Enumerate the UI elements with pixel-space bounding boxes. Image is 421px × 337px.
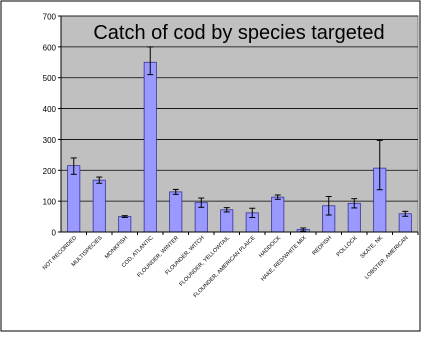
chart-title: Catch of cod by species targeted — [93, 22, 384, 44]
y-tick-label: 700 — [43, 13, 57, 22]
y-tick-label: 400 — [43, 105, 57, 114]
axes — [58, 15, 419, 235]
y-tick-label: 500 — [43, 74, 57, 83]
bar — [67, 165, 81, 233]
y-tick-label: 200 — [43, 167, 57, 176]
plot-area — [60, 15, 419, 233]
chart-title-box — [63, 19, 415, 44]
bar — [271, 196, 285, 233]
y-tick-label: 100 — [43, 198, 57, 207]
y-tick-label: 0 — [52, 229, 57, 238]
y-tick-labels: 0 100 200 300 400 500 600 700 — [43, 13, 57, 238]
y-tick-label: 600 — [43, 43, 57, 52]
y-tick-label: 300 — [43, 136, 57, 145]
bar — [118, 216, 132, 233]
error-bars — [70, 46, 409, 232]
gridlines — [61, 15, 418, 202]
bar — [169, 191, 183, 233]
bar — [143, 61, 157, 233]
bar — [220, 209, 234, 233]
bar — [92, 179, 106, 233]
